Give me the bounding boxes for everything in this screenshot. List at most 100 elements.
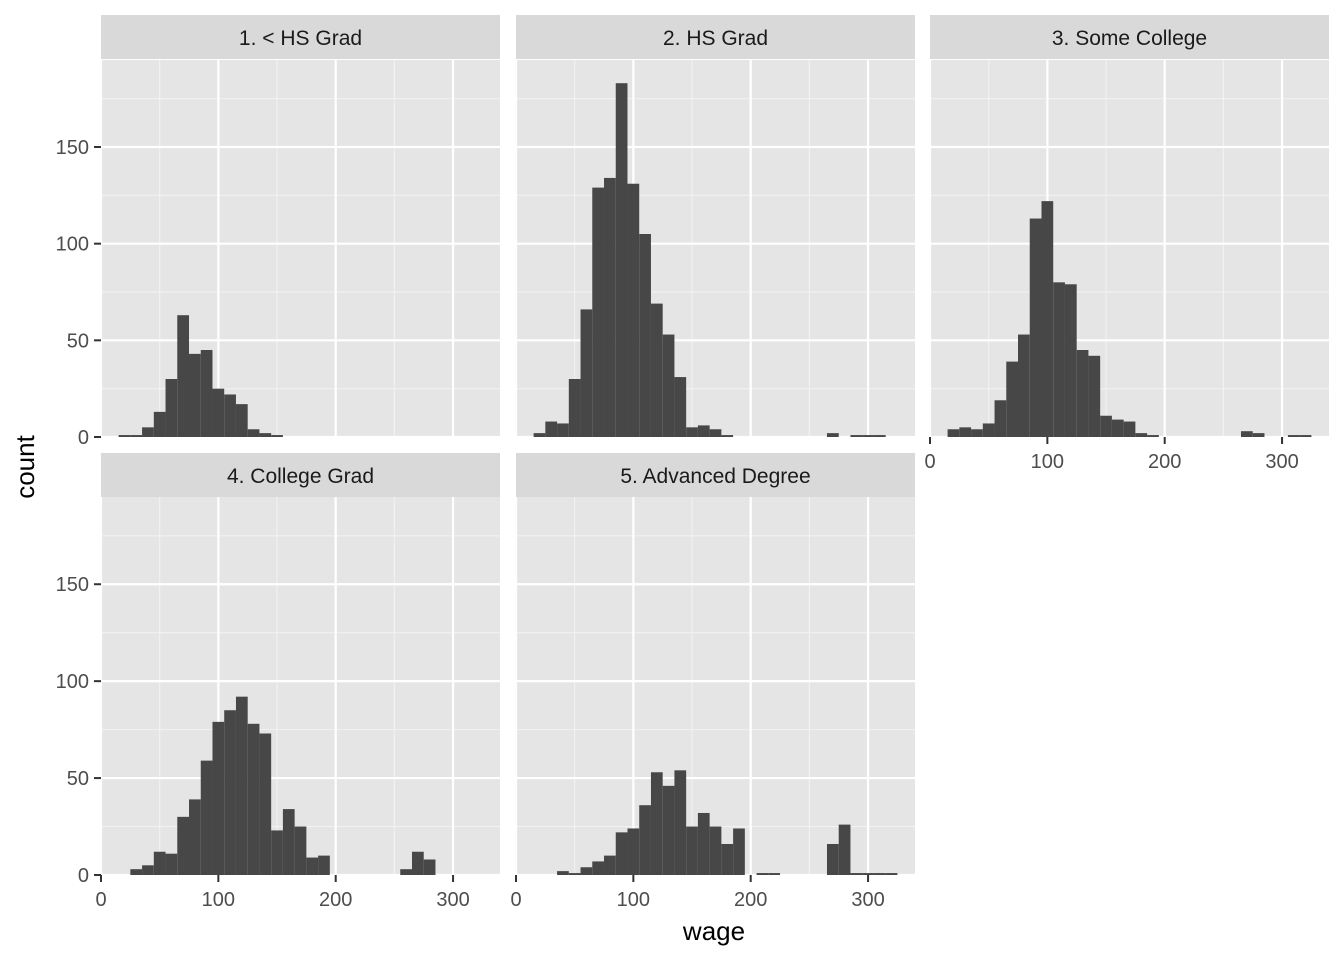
panel-background [930, 60, 1329, 437]
histogram-bar [604, 177, 616, 437]
histogram-bar [247, 723, 260, 875]
histogram-bar [826, 843, 839, 875]
histogram-bar [153, 851, 166, 875]
histogram-bar [247, 429, 260, 437]
histogram-bar [1135, 433, 1148, 437]
histogram-bar [118, 435, 131, 437]
histogram-bar [235, 404, 248, 437]
panels-layer: 1. < HS Grad 0 50 100 150 2. HS Grad 3. Some C… [56, 15, 1329, 911]
histogram-bar [580, 309, 593, 437]
histogram-bar [177, 315, 190, 437]
facet-panel: 5. Advanced Degree 0 100 200 300 [510, 453, 915, 911]
histogram-bar [557, 423, 569, 437]
histogram-bar [177, 816, 190, 875]
histogram-bar [697, 425, 710, 437]
histogram-bar [1287, 435, 1300, 437]
facet-strip-label: 3. Some College [1052, 27, 1207, 50]
histogram-bar [533, 433, 546, 437]
histogram-bar [756, 873, 769, 875]
histogram-bar [721, 435, 734, 437]
histogram-bar [873, 873, 886, 875]
histogram-bar [1111, 419, 1124, 437]
histogram-bar [142, 865, 154, 875]
y-tick-label: 50 [67, 330, 89, 352]
histogram-bar [615, 832, 628, 875]
histogram-bar [674, 770, 687, 875]
histogram-bar [142, 427, 154, 437]
histogram-bar [580, 867, 593, 875]
histogram-bar [662, 334, 675, 437]
histogram-bar [709, 429, 722, 437]
histogram-bar [1088, 355, 1101, 437]
facet-panel: 4. College Grad 0 50 100 150 0 100 200 300 [56, 453, 500, 911]
histogram-bar [650, 772, 663, 875]
histogram-bar [306, 857, 319, 875]
histogram-bar [200, 760, 213, 875]
histogram-bar [294, 826, 307, 875]
histogram-bar [189, 799, 201, 875]
histogram-bar [604, 855, 616, 875]
histogram-bar [662, 785, 675, 875]
histogram-bar [212, 388, 225, 437]
y-tick-label: 0 [78, 865, 89, 887]
histogram-bar [850, 873, 863, 875]
histogram-bar [885, 873, 898, 875]
histogram-bar [826, 433, 839, 437]
y-tick-label: 150 [56, 574, 89, 596]
facet-strip-label: 2. HS Grad [663, 27, 768, 50]
histogram-bar [862, 435, 874, 437]
histogram-bar [568, 873, 581, 875]
histogram-bar [768, 873, 781, 875]
histogram-bar [153, 411, 166, 437]
histogram-bar [224, 710, 236, 875]
histogram-bar [721, 843, 734, 875]
histogram-bar [1147, 435, 1159, 437]
histogram-bar [1123, 421, 1136, 437]
x-tick-label: 100 [617, 889, 650, 911]
histogram-bar [994, 400, 1007, 437]
x-tick-label: 300 [1265, 451, 1298, 473]
histogram-bar [686, 826, 698, 875]
histogram-bar [592, 187, 605, 437]
histogram-bar [862, 873, 874, 875]
histogram-bar [982, 423, 995, 437]
histogram-bar [1006, 361, 1019, 437]
histogram-bar [411, 851, 424, 875]
histogram-bar [1076, 350, 1089, 437]
y-tick-label: 0 [78, 427, 89, 449]
histogram-bar [282, 809, 295, 875]
facet-strip-label: 5. Advanced Degree [620, 465, 810, 488]
histogram-bar [1064, 284, 1077, 437]
facet-strip [930, 15, 1329, 59]
histogram-bar [1053, 282, 1065, 437]
histogram-bar [1100, 415, 1112, 437]
facet-strip [516, 453, 915, 497]
histogram-bar [318, 855, 330, 875]
histogram-bar [557, 871, 569, 875]
histogram-bar [224, 394, 236, 437]
histogram-bar [423, 859, 436, 875]
histogram-bar [1029, 218, 1042, 437]
histogram-bar [189, 353, 201, 437]
x-tick-label: 300 [851, 889, 884, 911]
facet-panel: 1. < HS Grad 0 50 100 150 [56, 15, 500, 449]
histogram-bar [1299, 435, 1312, 437]
x-tick-label: 0 [95, 889, 106, 911]
histogram-bar [545, 421, 558, 437]
y-tick-label: 100 [56, 234, 89, 256]
histogram-bar [697, 812, 710, 875]
histogram-bar [639, 234, 651, 437]
facet-strip [101, 453, 500, 497]
panel-background [101, 497, 500, 875]
y-axis-title: count [10, 434, 40, 498]
facet-panel: 2. HS Grad [514, 15, 915, 439]
y-tick-label: 100 [56, 671, 89, 693]
histogram-bar [1252, 433, 1265, 437]
facet-strip-label: 4. College Grad [227, 465, 374, 488]
histogram-bar [130, 435, 143, 437]
x-tick-label: 100 [1031, 451, 1064, 473]
histogram-bar [971, 429, 983, 437]
histogram-bar [959, 427, 972, 437]
histogram-bar [259, 433, 272, 437]
